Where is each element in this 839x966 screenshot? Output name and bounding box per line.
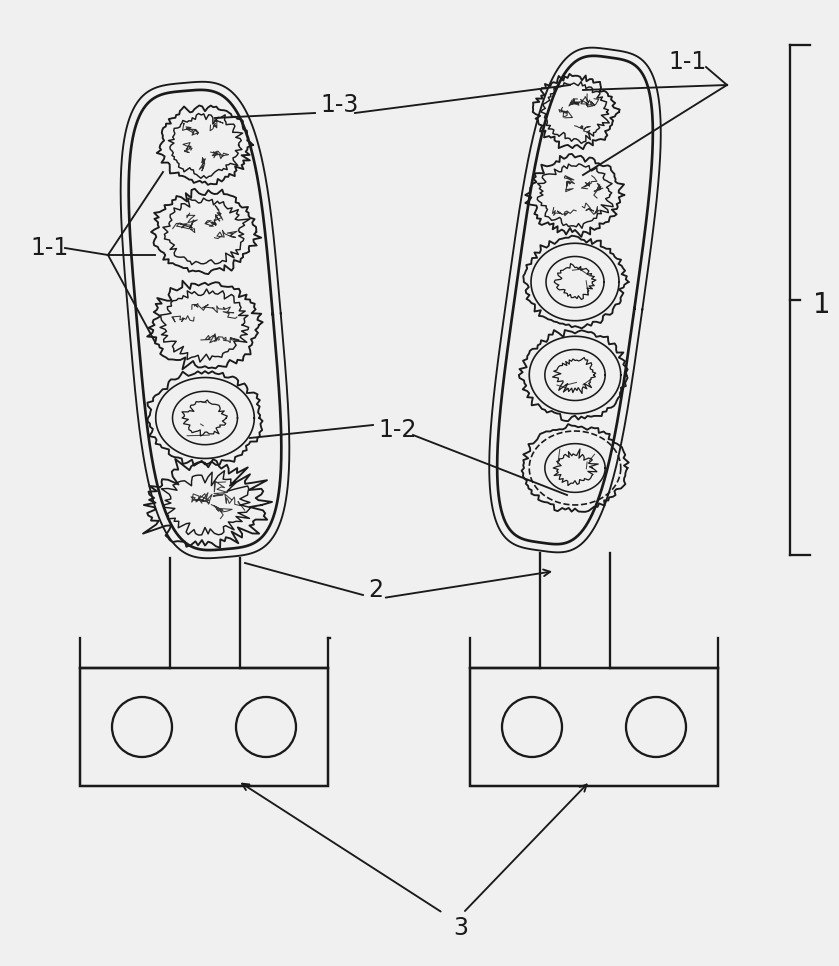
Text: 2: 2 (368, 578, 383, 602)
Text: 1: 1 (813, 291, 831, 319)
Text: 1-1: 1-1 (668, 50, 706, 74)
Text: 1-1: 1-1 (30, 236, 68, 260)
Text: 3: 3 (453, 916, 468, 940)
Bar (470, 668, 718, 786)
Text: 1-2: 1-2 (378, 418, 416, 442)
Bar (80, 668, 328, 786)
Text: 1-3: 1-3 (320, 93, 358, 117)
